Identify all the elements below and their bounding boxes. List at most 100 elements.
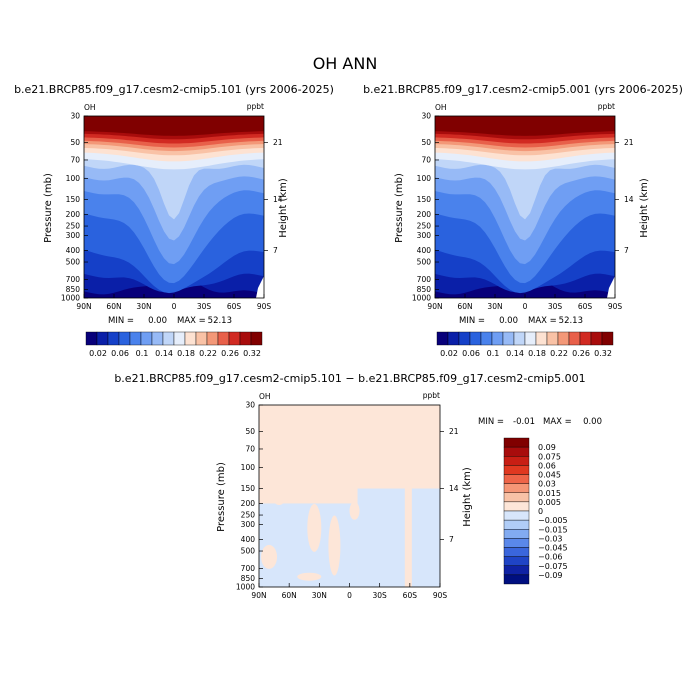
x-tick-label: 0	[347, 591, 352, 600]
x-tick-label: 90N	[251, 591, 266, 600]
panel-1-left-label: OH	[84, 103, 96, 112]
panel-3-right-label: ppbt	[423, 391, 440, 400]
diff-region-sp	[411, 488, 440, 587]
colorbar-swatch	[217, 331, 230, 346]
colorbar-label: 0.015	[538, 489, 561, 498]
x-tick-label: 30N	[136, 302, 151, 311]
y-tick-label: 100	[241, 463, 256, 472]
panel-2: b.e21.BRCP85.f09_g17.cesm2-cmip5.001 (yr…	[363, 83, 683, 358]
colorbar-label: 0.14	[155, 349, 173, 358]
colorbar-label: 0.06	[462, 349, 480, 358]
colorbar-swatch	[162, 331, 175, 346]
panel-3-colorbar: 0.090.0750.060.0450.030.0150.0050−0.005−…	[503, 437, 568, 585]
colorbar-swatch	[107, 331, 120, 346]
colorbar-label: 0.14	[506, 349, 524, 358]
colorbar-label: −0.03	[538, 534, 563, 543]
x-tick-label: 90S	[433, 591, 448, 600]
y-tick-label: 150	[241, 484, 256, 493]
diff-blob-4	[349, 501, 360, 520]
panel-1-min-value: 0.00	[148, 316, 167, 326]
diff-blob-6	[297, 572, 322, 581]
y2-tick-label: 21	[449, 427, 459, 436]
panel-2-y2label: Height (km)	[639, 178, 650, 238]
colorbar-label: 0.26	[572, 349, 590, 358]
y-tick-label: 50	[421, 138, 431, 147]
panel-2-ylabel: Pressure (mb)	[394, 173, 405, 243]
x-tick-label: 0	[172, 302, 177, 311]
panel-2-min-label: MIN =	[459, 316, 485, 326]
colorbar-swatch	[503, 492, 530, 503]
y-tick-label: 250	[241, 511, 256, 520]
y-tick-label: 50	[70, 138, 80, 147]
y-tick-label: 250	[66, 222, 81, 231]
terrain-mask	[256, 276, 264, 298]
y-tick-label: 70	[245, 445, 255, 454]
y-tick-label: 150	[417, 195, 432, 204]
panel-1-ylabel: Pressure (mb)	[43, 173, 54, 243]
colorbar-swatch	[140, 331, 153, 346]
colorbar-label: 0.03	[538, 480, 556, 489]
colorbar-swatch	[491, 331, 504, 346]
colorbar-label: 0.22	[550, 349, 568, 358]
y-tick-label: 70	[70, 156, 80, 165]
colorbar-label: 0.045	[538, 471, 561, 480]
y-tick-label: 400	[66, 246, 81, 255]
panel-2-colorbar: 0.02 0.06 0.1 0.14 0.18 0.22 0.26 0.32	[436, 331, 614, 358]
colorbar-label: −0.075	[538, 562, 568, 571]
y-tick-label: 150	[66, 195, 81, 204]
colorbar-swatch	[601, 331, 614, 346]
panel-3-x-ticks: 90N 60N 30N 0 30S 60S 90S	[251, 583, 447, 600]
colorbar-swatch	[480, 331, 493, 346]
y-tick-label: 850	[417, 285, 432, 294]
x-tick-label: 60S	[227, 302, 242, 311]
colorbar-swatch	[535, 331, 548, 346]
x-tick-label: 60S	[578, 302, 593, 311]
colorbar-swatch	[96, 331, 109, 346]
colorbar-swatch	[503, 465, 530, 475]
x-tick-label: 90S	[257, 302, 272, 311]
y-tick-label: 200	[417, 210, 432, 219]
colorbar-label: 0.1	[487, 349, 500, 358]
y2-tick-label: 21	[273, 138, 283, 147]
y-tick-label: 100	[417, 174, 432, 183]
colorbar-swatch	[502, 331, 515, 346]
colorbar-label: 0.1	[136, 349, 149, 358]
panel-3-min-label: MIN =	[478, 417, 504, 427]
colorbar-swatch	[524, 331, 537, 346]
y-tick-label: 700	[417, 275, 432, 284]
y2-tick-label: 21	[624, 138, 634, 147]
panel-1-y2label: Height (km)	[278, 178, 289, 238]
panel-2-min-value: 0.00	[499, 316, 518, 326]
panel-1-max-value: 52.13	[208, 316, 232, 326]
colorbar-swatch	[129, 331, 142, 346]
colorbar-swatch	[85, 331, 98, 346]
y-tick-label: 200	[66, 210, 81, 219]
colorbar-swatch	[469, 331, 482, 346]
colorbar-label: 0.09	[538, 443, 556, 452]
colorbar-swatch	[503, 456, 530, 466]
x-tick-label: 60N	[282, 591, 297, 600]
colorbar-swatch	[503, 510, 530, 521]
panel-3-subtitle: b.e21.BRCP85.f09_g17.cesm2-cmip5.101 − b…	[114, 372, 585, 385]
colorbar-swatch	[151, 331, 164, 346]
colorbar-swatch	[184, 331, 197, 346]
panel-3-y2label: Height (km)	[462, 467, 473, 527]
panel-1-max-label: MAX =	[177, 316, 206, 326]
y-tick-label: 1000	[412, 294, 431, 303]
y-tick-label: 70	[421, 156, 431, 165]
panel-3-max-value: 0.00	[583, 417, 602, 427]
x-tick-label: 90S	[608, 302, 623, 311]
y-tick-label: 1000	[236, 583, 255, 592]
diff-blob-1	[273, 490, 286, 505]
colorbar-swatch	[590, 331, 603, 346]
colorbar-label: 0.005	[538, 498, 561, 507]
colorbar-label: 0	[538, 507, 543, 516]
colorbar-swatch	[503, 437, 530, 448]
colorbar-label: 0.075	[538, 452, 561, 461]
colorbar-swatch	[503, 483, 530, 493]
colorbar-swatch	[503, 556, 530, 566]
x-tick-label: 90N	[427, 302, 442, 311]
colorbar-label: 0.32	[594, 349, 612, 358]
